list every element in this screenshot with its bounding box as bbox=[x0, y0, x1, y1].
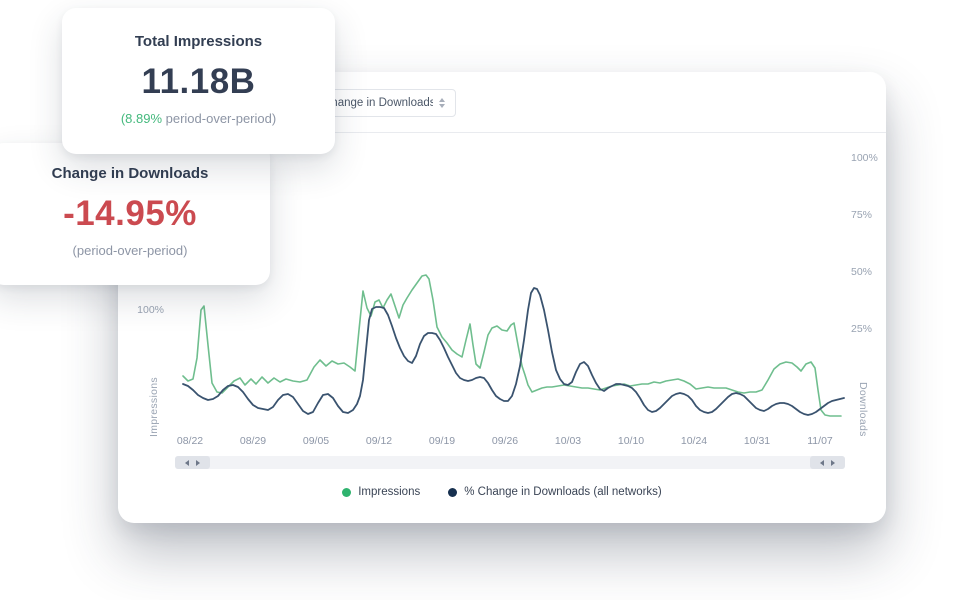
card-title: Change in Downloads bbox=[51, 165, 209, 182]
x-tick-label: 09/19 bbox=[428, 435, 456, 447]
downloads-change-value: -14.95% bbox=[63, 194, 197, 233]
x-tick-label: 08/29 bbox=[239, 435, 267, 447]
x-tick-label: 09/05 bbox=[302, 435, 330, 447]
chart-legend: Impressions % Change in Downloads (all ne… bbox=[118, 486, 886, 498]
x-tick-label: 08/22 bbox=[176, 435, 204, 447]
legend-item[interactable]: % Change in Downloads (all networks) bbox=[448, 486, 662, 498]
chart-range-scrollbar[interactable] bbox=[175, 456, 845, 469]
arrow-right-icon bbox=[196, 459, 200, 466]
right-axis-tick: 75% bbox=[851, 209, 873, 221]
left-axis-title: Impressions bbox=[148, 377, 160, 437]
right-axis-title: Downloads bbox=[857, 381, 869, 437]
x-tick-label: 10/10 bbox=[617, 435, 645, 447]
left-axis-tick: 100% bbox=[137, 304, 164, 316]
arrow-left-icon bbox=[820, 459, 824, 466]
x-tick-label: 10/24 bbox=[680, 435, 708, 447]
scrollbar-left-handle[interactable] bbox=[175, 456, 210, 469]
legend-label: % Change in Downloads (all networks) bbox=[464, 486, 662, 498]
total-impressions-value: 11.18B bbox=[141, 62, 256, 101]
legend-item[interactable]: Impressions bbox=[342, 486, 420, 498]
change-in-downloads-card: Change in Downloads -14.95% (period-over… bbox=[0, 143, 270, 285]
card-title: Total Impressions bbox=[134, 33, 263, 50]
metric-select-value: Change in Downloads bbox=[323, 97, 433, 109]
series-line-impressions bbox=[182, 274, 842, 417]
x-tick-label: 09/26 bbox=[491, 435, 519, 447]
right-axis-tick: 25% bbox=[851, 323, 873, 335]
x-tick-label: 10/31 bbox=[743, 435, 771, 447]
right-axis-tick: 50% bbox=[851, 266, 873, 278]
arrow-left-icon bbox=[185, 459, 189, 466]
select-chevron-icon bbox=[439, 98, 445, 108]
arrow-right-icon bbox=[831, 459, 835, 466]
series-line-downloads bbox=[182, 287, 845, 416]
card-subtitle: (period-over-period) bbox=[72, 243, 188, 258]
legend-label: Impressions bbox=[358, 486, 421, 498]
x-tick-label: 09/12 bbox=[365, 435, 393, 447]
x-tick-label: 11/07 bbox=[807, 435, 833, 447]
scrollbar-right-handle[interactable] bbox=[810, 456, 845, 469]
legend-dot-icon bbox=[342, 487, 352, 497]
delta-label: period-over-period) bbox=[162, 111, 277, 126]
card-subtitle: (8.89% period-over-period) bbox=[62, 111, 335, 126]
right-axis-tick: 100% bbox=[851, 152, 878, 164]
x-tick-label: 10/03 bbox=[554, 435, 582, 447]
delta-percent: (8.89% bbox=[120, 111, 163, 126]
total-impressions-card: Total Impressions 11.18B (8.89% period-o… bbox=[62, 8, 335, 154]
legend-dot-icon bbox=[448, 487, 458, 497]
